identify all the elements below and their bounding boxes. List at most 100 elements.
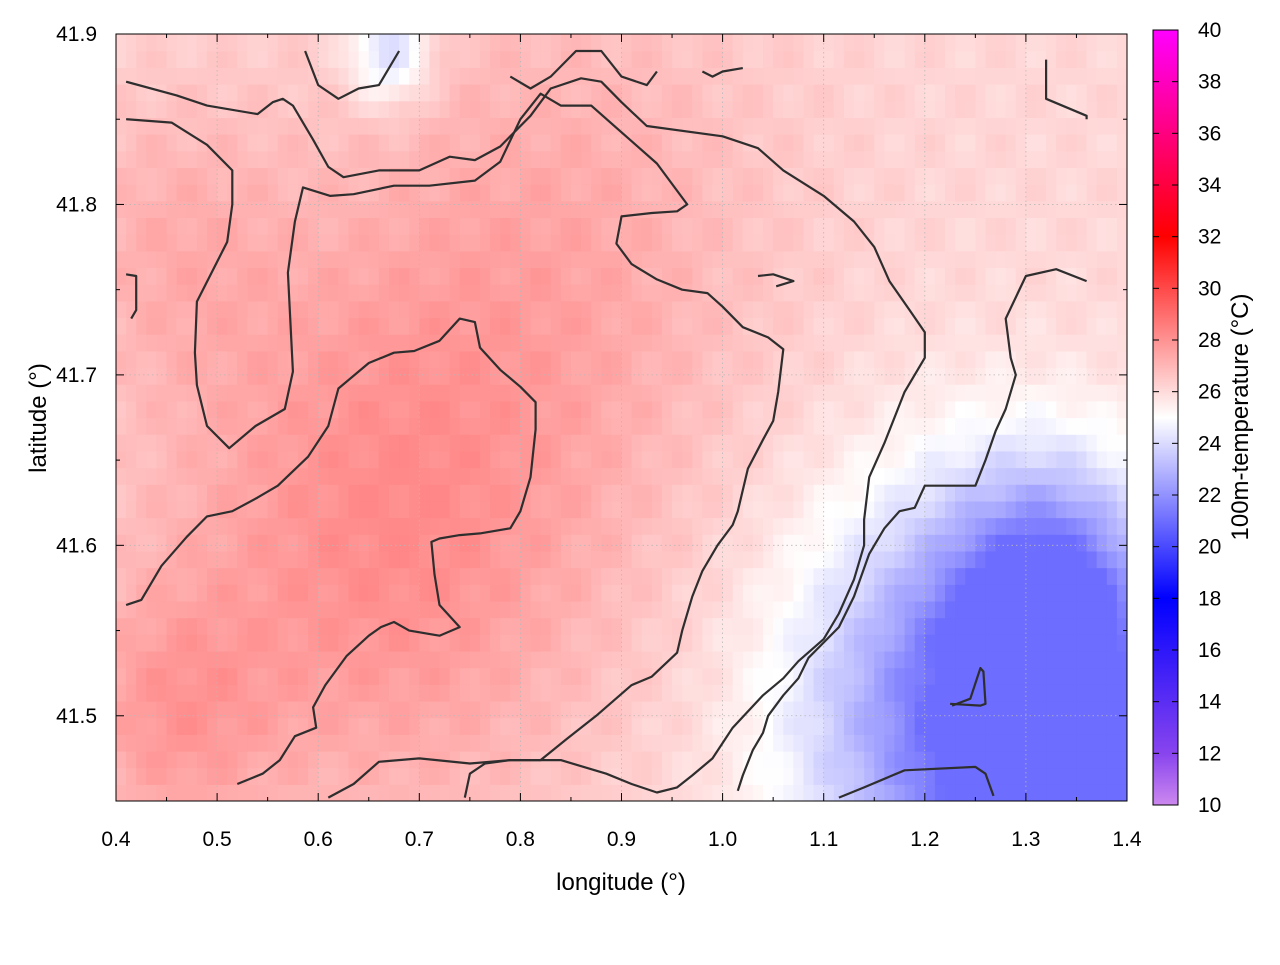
heatmap-cell — [621, 367, 633, 385]
heatmap-cell — [206, 467, 218, 485]
heatmap-cell — [651, 484, 663, 502]
heatmap-cell — [449, 384, 461, 402]
heatmap-cell — [540, 234, 552, 252]
heatmap-cell — [136, 334, 147, 352]
heatmap-cell — [803, 500, 815, 519]
heatmap-cell — [611, 734, 623, 752]
heatmap-cell — [439, 534, 451, 552]
heatmap-cell — [156, 367, 168, 385]
heatmap-cell — [874, 484, 885, 502]
heatmap-cell — [297, 517, 309, 535]
heatmap-cell — [358, 634, 370, 652]
heatmap-cell — [297, 667, 309, 685]
heatmap-cell — [742, 84, 754, 102]
heatmap-cell — [1056, 250, 1067, 269]
heatmap-cell — [631, 450, 643, 469]
heatmap-cell — [722, 517, 734, 535]
colorbar-tick-label: 40 — [1198, 19, 1221, 42]
heatmap-cell — [247, 167, 259, 185]
heatmap-cell — [136, 467, 147, 485]
heatmap-cell — [500, 734, 511, 752]
heatmap-cell — [186, 634, 198, 652]
heatmap-cell — [540, 667, 552, 685]
heatmap-cell — [479, 484, 491, 502]
heatmap-cell — [1036, 34, 1047, 52]
heatmap-cell — [1015, 217, 1027, 235]
heatmap-cell — [641, 634, 653, 652]
heatmap-cell — [591, 434, 602, 452]
heatmap-cell — [176, 784, 188, 801]
heatmap-cell — [186, 67, 198, 85]
heatmap-cell — [156, 717, 168, 735]
heatmap-cell — [388, 450, 400, 469]
heatmap-cell — [722, 650, 734, 669]
heatmap-cell — [297, 317, 309, 335]
heatmap-cell — [570, 117, 582, 135]
heatmap-cell — [126, 317, 137, 335]
heatmap-cell — [864, 217, 875, 235]
heatmap-cell — [742, 367, 754, 385]
heatmap-cell — [945, 767, 956, 785]
heatmap-cell — [388, 667, 400, 685]
heatmap-cell — [419, 134, 431, 152]
heatmap-cell — [722, 217, 734, 235]
heatmap-cell — [864, 700, 875, 719]
heatmap-cell — [581, 434, 592, 452]
heatmap-cell — [570, 784, 582, 801]
heatmap-cell — [864, 400, 875, 419]
heatmap-cell — [1076, 367, 1088, 385]
heatmap-cell — [965, 417, 976, 435]
heatmap-cell — [146, 50, 158, 68]
heatmap-cell — [186, 534, 198, 552]
heatmap-cell — [702, 784, 714, 801]
heatmap-cell — [975, 784, 987, 801]
heatmap-cell — [702, 34, 714, 52]
heatmap-cell — [267, 184, 279, 202]
heatmap-cell — [378, 384, 390, 402]
heatmap-cell — [692, 634, 703, 652]
heatmap-cell — [581, 400, 592, 419]
heatmap-cell — [995, 700, 1007, 719]
heatmap-cell — [702, 717, 714, 735]
heatmap-cell — [126, 700, 137, 719]
heatmap-cell — [550, 134, 562, 152]
heatmap-cell — [277, 350, 289, 369]
heatmap-cell — [146, 350, 158, 369]
heatmap-cell — [126, 200, 137, 219]
heatmap-cell — [773, 567, 784, 585]
heatmap-cell — [783, 134, 794, 152]
heatmap-cell — [924, 634, 936, 652]
heatmap-cell — [308, 567, 319, 585]
heatmap-cell — [641, 767, 653, 785]
heatmap-cell — [1116, 350, 1127, 369]
heatmap-cell — [692, 700, 703, 719]
heatmap-cell — [742, 167, 754, 185]
heatmap-cell — [166, 534, 178, 552]
heatmap-cell — [651, 34, 663, 52]
heatmap-cell — [540, 367, 552, 385]
heatmap-cell — [833, 34, 845, 52]
heatmap-cell — [439, 617, 451, 635]
heatmap-cell — [530, 267, 542, 285]
heatmap-cell — [136, 434, 147, 452]
heatmap-cell — [1066, 67, 1078, 85]
heatmap-cell — [409, 34, 420, 52]
heatmap-cell — [227, 650, 238, 669]
heatmap-cell — [833, 384, 845, 402]
heatmap-cell — [156, 567, 168, 585]
heatmap-cell — [439, 50, 451, 68]
heatmap-cell — [752, 334, 764, 352]
heatmap-cell — [763, 617, 774, 635]
heatmap-cell — [116, 117, 127, 135]
heatmap-cell — [530, 350, 542, 369]
heatmap-cell — [752, 134, 764, 152]
heatmap-cell — [793, 250, 805, 269]
heatmap-cell — [439, 117, 451, 135]
heatmap-cell — [672, 550, 683, 569]
heatmap-cell — [783, 750, 794, 769]
heatmap-cell — [206, 34, 218, 52]
heatmap-cell — [136, 350, 147, 369]
heatmap-cell — [904, 684, 916, 702]
heatmap-cell — [1056, 484, 1067, 502]
heatmap-cell — [854, 117, 865, 135]
